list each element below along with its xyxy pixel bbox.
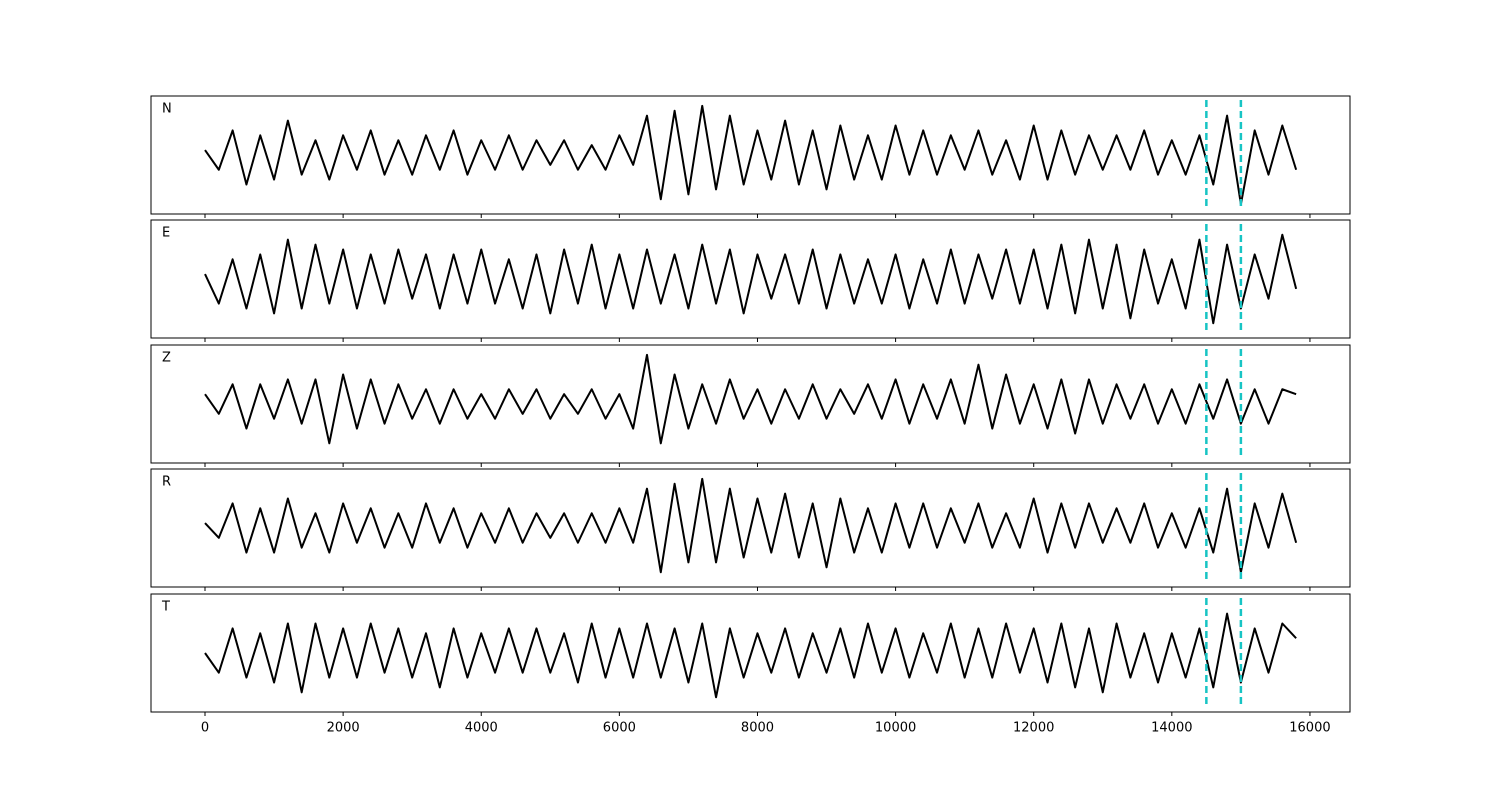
panel-label: Z (162, 351, 171, 366)
panel-frame (150, 95, 1351, 215)
x-tick-label: 16000 (1289, 721, 1330, 736)
trace (204, 233, 1298, 325)
trace (204, 104, 1298, 206)
panel-label: T (161, 600, 170, 615)
x-tick-label: 2000 (327, 721, 360, 736)
x-tick-label: 6000 (603, 721, 636, 736)
trace (204, 477, 1298, 574)
panel-frame (150, 468, 1351, 588)
x-tick-label: 4000 (465, 721, 498, 736)
x-tick-label: 10000 (875, 721, 916, 736)
x-tick-label: 8000 (741, 721, 774, 736)
panel-label: N (162, 102, 172, 117)
panel-frame (150, 344, 1351, 464)
panel-frame (150, 219, 1351, 339)
panel-label: R (162, 475, 171, 490)
x-tick-label: 0 (201, 721, 209, 736)
x-tick-label: 14000 (1151, 721, 1192, 736)
panel-label: E (162, 226, 170, 241)
trace (204, 612, 1297, 699)
panel-frame (150, 593, 1351, 713)
x-tick-label: 12000 (1013, 721, 1054, 736)
trace (204, 353, 1297, 445)
